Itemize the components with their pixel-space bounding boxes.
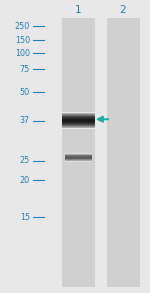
Bar: [61, 115, 94, 116]
Text: 20: 20: [20, 176, 30, 185]
Bar: [64, 156, 92, 157]
Bar: [64, 153, 92, 154]
Bar: [106, 18, 140, 287]
Bar: [61, 122, 94, 123]
Bar: [61, 113, 94, 114]
Bar: [64, 155, 92, 156]
Text: 2: 2: [120, 5, 126, 15]
Text: 75: 75: [20, 65, 30, 74]
Text: 250: 250: [15, 22, 30, 31]
Bar: [61, 123, 94, 124]
Bar: [61, 114, 94, 115]
Text: 25: 25: [20, 156, 30, 165]
Bar: [61, 128, 94, 129]
Bar: [61, 18, 94, 287]
Bar: [61, 124, 94, 125]
Bar: [61, 125, 94, 126]
Bar: [64, 160, 92, 161]
Bar: [61, 118, 94, 119]
Bar: [61, 120, 94, 121]
Bar: [64, 154, 92, 155]
Bar: [64, 157, 92, 158]
Bar: [61, 117, 94, 118]
Bar: [64, 154, 92, 155]
Bar: [61, 112, 94, 113]
Bar: [61, 119, 94, 120]
Text: 1: 1: [75, 5, 81, 15]
Bar: [61, 126, 94, 127]
Bar: [61, 116, 94, 117]
Text: 50: 50: [20, 88, 30, 97]
Bar: [64, 158, 92, 159]
Text: 15: 15: [20, 213, 30, 222]
Bar: [64, 159, 92, 160]
Text: 150: 150: [15, 36, 30, 45]
Text: 100: 100: [15, 49, 30, 58]
Bar: [64, 161, 92, 162]
Bar: [61, 127, 94, 128]
Text: 37: 37: [20, 116, 30, 125]
Bar: [61, 121, 94, 122]
